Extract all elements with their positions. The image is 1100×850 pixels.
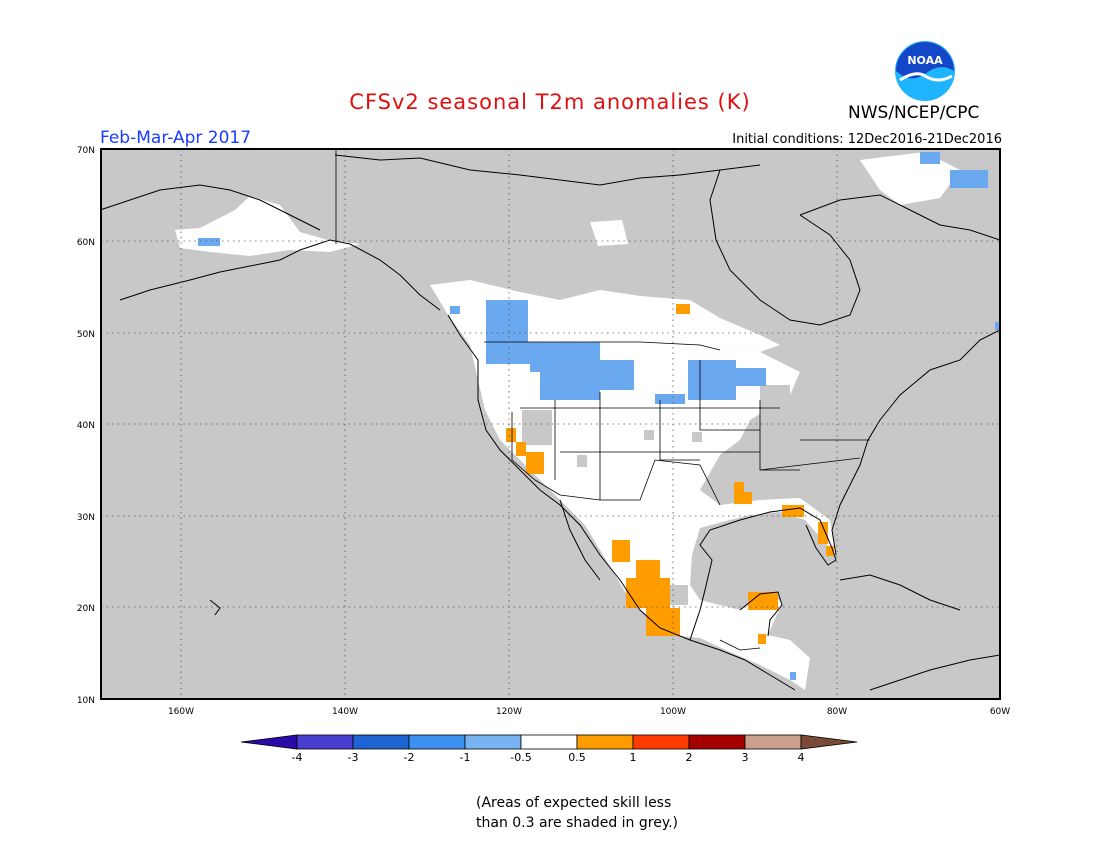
skill-note: (Areas of expected skill less than 0.3 a… (476, 793, 678, 833)
lon-label: 140W (332, 707, 358, 717)
lat-labels: 70N 60N 50N 40N 30N 20N 10N (77, 146, 95, 706)
lat-label: 60N (77, 238, 95, 248)
noaa-logo: NOAA (895, 41, 955, 101)
colorbar-segment (632, 734, 690, 750)
lon-label: 100W (660, 707, 686, 717)
lon-label: 80W (827, 707, 847, 717)
colorbar-segment (576, 734, 634, 750)
borders (335, 150, 870, 651)
colorbar: -4 -3 -2 -1 -0.5 0.5 1 2 3 4 (240, 734, 858, 764)
colorbar-tick-label: -1 (460, 751, 471, 764)
lat-label: 50N (77, 330, 95, 340)
colorbar-left-arrow (240, 734, 298, 750)
map-frame (100, 148, 1001, 700)
colorbar-segment (296, 734, 354, 750)
lat-label: 40N (77, 421, 95, 431)
colorbar-tick-label: 3 (742, 751, 749, 764)
skill-note-line1: (Areas of expected skill less (476, 795, 672, 811)
colorbar-tick-label: 0.5 (568, 751, 586, 764)
colorbar-tick-label: 2 (686, 751, 693, 764)
chart-title: CFSv2 seasonal T2m anomalies (K) (349, 90, 751, 114)
lat-label: 10N (77, 696, 95, 706)
colorbar-segment (520, 734, 578, 750)
period-label: Feb-Mar-Apr 2017 (100, 128, 252, 148)
colorbar-tick-label: -4 (292, 751, 303, 764)
lat-label: 30N (77, 513, 95, 523)
colorbar-right-arrow (800, 734, 858, 750)
graticule (101, 149, 1000, 699)
agency-label: NWS/NCEP/CPC (848, 103, 980, 123)
colorbar-segment (688, 734, 746, 750)
land-region-alaska (175, 196, 360, 256)
coastlines (101, 154, 1000, 691)
warm-anomaly-areas (506, 304, 834, 644)
skill-note-line2: than 0.3 are shaded in grey.) (476, 815, 679, 831)
land-region-north-america (470, 340, 836, 690)
noaa-logo-text: NOAA (907, 54, 943, 67)
colorbar-tick-label: -0.5 (510, 751, 531, 764)
cold-anomaly-areas (198, 152, 1000, 680)
lat-label: 20N (77, 604, 95, 614)
colorbar-segment (408, 734, 466, 750)
colorbar-tick-label: 4 (798, 751, 805, 764)
lon-labels: 160W 140W 120W 100W 80W 60W (168, 707, 1010, 717)
map-field (101, 149, 1000, 699)
lon-label: 60W (990, 707, 1010, 717)
lon-label: 160W (168, 707, 194, 717)
colorbar-segment (744, 734, 802, 750)
colorbar-tick-label: -3 (348, 751, 359, 764)
lon-label: 120W (496, 707, 522, 717)
colorbar-tick-label: 1 (630, 751, 637, 764)
colorbar-tick-label: -2 (404, 751, 415, 764)
colorbar-segment (352, 734, 410, 750)
colorbar-segment (464, 734, 522, 750)
lat-label: 70N (77, 146, 95, 156)
initial-conditions-label: Initial conditions: 12Dec2016-21Dec2016 (732, 132, 1002, 147)
anomaly-map: 70N 60N 50N 40N 30N 20N 10N 160W 140W 12… (77, 146, 1010, 764)
